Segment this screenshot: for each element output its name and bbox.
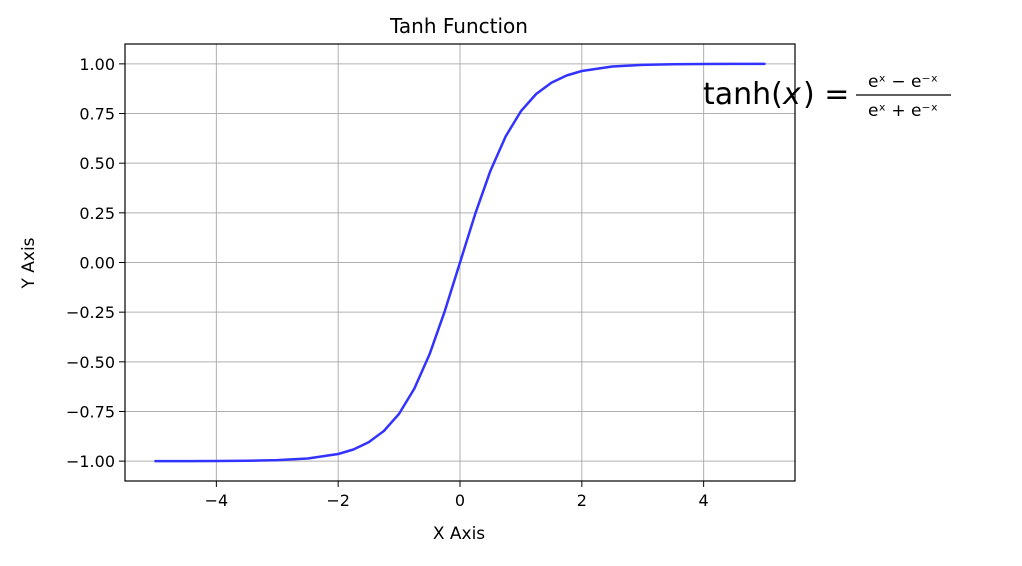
x-tick-label: 2 — [577, 491, 587, 510]
x-axis-title: X Axis — [433, 524, 485, 544]
formula-denominator: eˣ + e⁻ˣ — [868, 101, 938, 121]
formula-annotation: tanh( x ) = eˣ − e⁻ˣ eˣ + e⁻ˣ — [703, 72, 951, 121]
formula-rhs: ) = — [803, 77, 849, 112]
y-tick-label: 1.00 — [79, 55, 115, 74]
y-tick-label: 0.75 — [79, 105, 115, 124]
y-tick-label: −0.25 — [66, 303, 115, 322]
formula-numerator: eˣ − e⁻ˣ — [868, 72, 938, 92]
y-tick-label: −0.50 — [66, 353, 115, 372]
tick-layer: −4 −2 0 2 4 1.00 0.75 0.50 0.25 0.00 −0.25 −0.50 −0.… — [66, 55, 709, 510]
y-tick-label: 0.25 — [79, 204, 115, 223]
x-tick-label: −2 — [326, 491, 350, 510]
x-tick-label: −4 — [205, 491, 229, 510]
grid — [125, 44, 795, 481]
y-axis-title: Y Axis — [19, 237, 39, 289]
formula-lhs: tanh( — [703, 77, 783, 112]
chart-title: Tanh Function — [389, 14, 528, 38]
y-tick-label: −1.00 — [66, 452, 115, 471]
y-tick-label: 0.50 — [79, 154, 115, 173]
formula-var: x — [782, 77, 801, 112]
y-tick-label: 0.00 — [79, 254, 115, 273]
y-tick-label: −0.75 — [66, 402, 115, 421]
x-tick-label: 0 — [455, 491, 465, 510]
x-tick-label: 4 — [699, 491, 709, 510]
series-layer — [154, 62, 766, 463]
tanh-series-line — [154, 62, 766, 463]
